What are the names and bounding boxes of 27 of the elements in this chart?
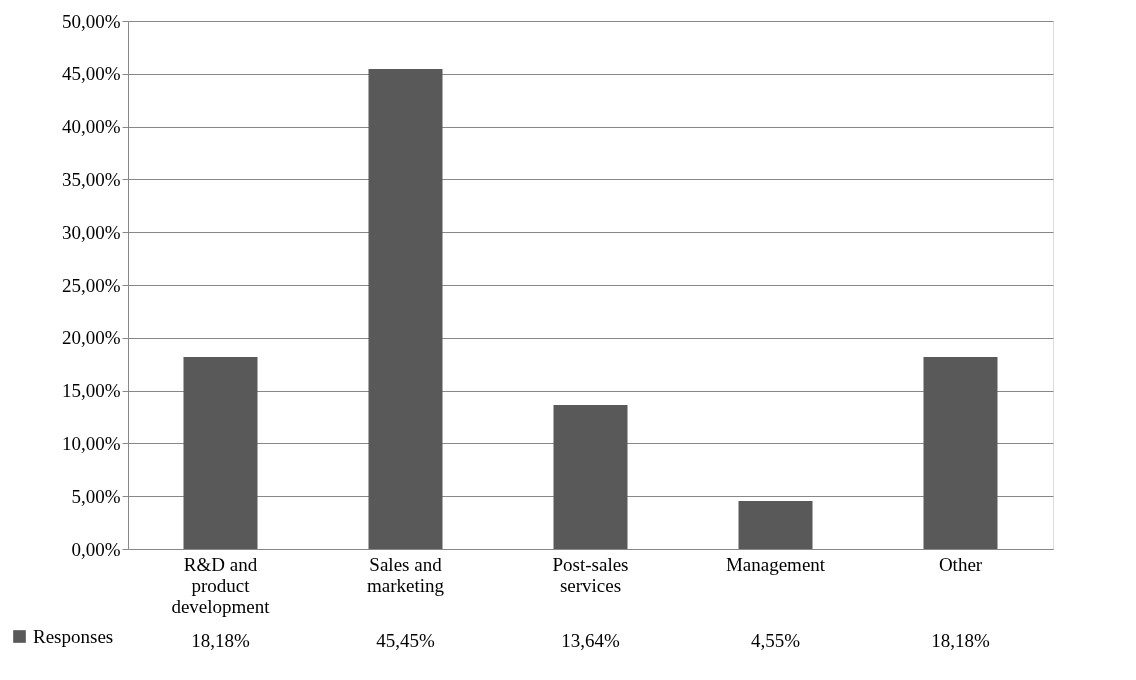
- data-label: 18,18%: [931, 630, 990, 651]
- y-tick-label: 15,00%: [61, 380, 121, 402]
- y-tick-label: 35,00%: [61, 168, 121, 190]
- y-tick-label: 40,00%: [61, 116, 121, 138]
- y-tick-label: 5,00%: [71, 485, 121, 507]
- data-label: 13,64%: [561, 630, 620, 651]
- y-tick-label: 20,00%: [61, 327, 121, 349]
- data-label: 45,45%: [376, 630, 435, 651]
- bar: [738, 500, 813, 549]
- bar: [368, 69, 443, 549]
- y-tick-label: 45,00%: [61, 63, 121, 85]
- x-tick-label: R&D and product development: [171, 553, 271, 617]
- y-tick-label: 0,00%: [71, 538, 121, 560]
- x-tick-label: Sales and marketing: [366, 553, 445, 596]
- y-tick-label: 30,00%: [61, 221, 121, 243]
- data-label: 18,18%: [191, 630, 250, 651]
- legend-label: Responses: [33, 625, 114, 647]
- data-label: 4,55%: [750, 630, 801, 651]
- x-tick-label: Post-sales services: [552, 553, 629, 596]
- x-tick-label: Other: [938, 553, 983, 575]
- y-tick-label: 10,00%: [61, 432, 121, 454]
- bar: [553, 404, 628, 549]
- bar: [183, 357, 258, 549]
- x-tick-label: Management: [725, 553, 826, 575]
- bar: [923, 357, 998, 549]
- y-tick-label: 50,00%: [61, 10, 121, 32]
- y-tick-label: 25,00%: [61, 274, 121, 296]
